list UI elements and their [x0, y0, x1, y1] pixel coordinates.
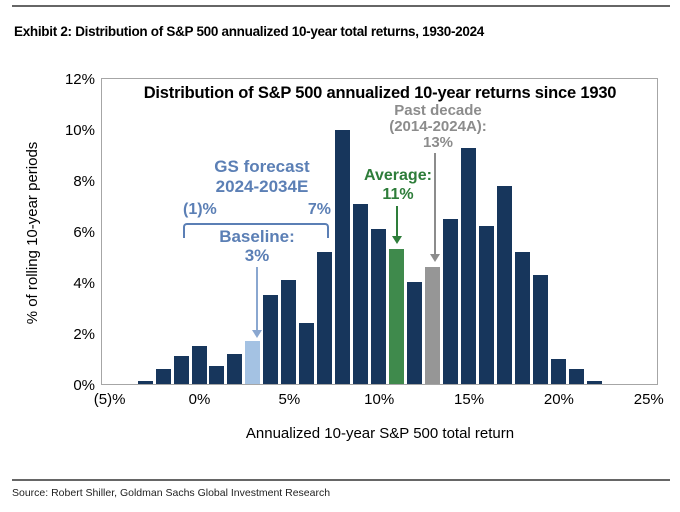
y-tick-4: 4%: [73, 274, 95, 292]
chart-title: Distribution of S&P 500 annualized 10-ye…: [143, 84, 617, 102]
past-decade-line1: Past decade: [394, 102, 482, 119]
bar-19pct: [532, 274, 548, 384]
forecast-range-bracket: [183, 223, 329, 238]
y-tick-10: 10%: [64, 122, 95, 140]
y-tick-0: 0%: [73, 376, 95, 394]
exhibit-title: Exhibit 2: Distribution of S&P 500 annua…: [14, 24, 485, 39]
plot-area: [101, 78, 658, 385]
bar--2pct: [155, 368, 171, 384]
x-tick-0: 0%: [188, 391, 211, 408]
past-decade-annotation: Past decade (2014-2024A): 13%: [368, 103, 508, 151]
past-decade-arrow-head-icon: [430, 254, 440, 262]
past-decade-arrow-line: [434, 153, 436, 254]
average-arrow-line: [396, 206, 398, 236]
bar-18pct: [514, 251, 530, 384]
bar-8pct: [335, 129, 351, 384]
bar-16pct: [479, 226, 495, 384]
y-tick-2: 2%: [73, 325, 95, 343]
y-tick-8: 8%: [73, 173, 95, 191]
gs-forecast-annotation: GS forecast 2024-2034E: [172, 157, 352, 197]
bar--3pct: [137, 381, 153, 384]
gs-forecast-line1: GS forecast: [214, 157, 310, 176]
past-decade-line2: (2014-2024A):: [389, 118, 487, 135]
bar-1pct: [209, 366, 225, 384]
x-tick-10: 10%: [364, 391, 395, 408]
bar-15pct: [461, 147, 477, 384]
bar-21pct: [568, 368, 584, 384]
baseline-arrow-head-icon: [252, 330, 262, 338]
past-decade-line3: 13%: [422, 134, 454, 151]
baseline-label: Baseline:: [219, 227, 295, 246]
source-line: Source: Robert Shiller, Goldman Sachs Gl…: [12, 487, 331, 499]
x-tick-5: 5%: [278, 391, 301, 408]
bar-20pct: [550, 358, 566, 384]
bar-9pct: [353, 203, 369, 384]
bar-17pct: [496, 185, 512, 384]
bar--1pct: [173, 356, 189, 384]
bar-0pct: [191, 345, 207, 384]
gs-forecast-range: (1)% 7%: [183, 201, 331, 221]
x-tick-15: 15%: [454, 391, 485, 408]
y-tick-6: 6%: [73, 223, 95, 241]
average-arrow-head-icon: [392, 236, 402, 244]
bar-12pct: [407, 282, 423, 384]
y-tick-12: 12%: [64, 71, 95, 89]
bottom-rule: [12, 479, 670, 481]
bar-22pct: [586, 381, 602, 384]
bar-5pct: [281, 279, 297, 384]
bar-10pct: [371, 228, 387, 384]
bar-3pct: [245, 340, 261, 384]
x-tick--5: (5)%: [93, 391, 126, 408]
bar-7pct: [317, 251, 333, 384]
bar-11pct: [389, 249, 405, 384]
bar-4pct: [263, 295, 279, 384]
x-axis-title: Annualized 10-year S&P 500 total return: [245, 425, 515, 442]
gs-forecast-line2: 2024-2034E: [215, 177, 309, 196]
bar-13pct: [425, 267, 441, 384]
forecast-range-high: 7%: [307, 201, 331, 218]
average-annotation: Average: 11%: [338, 166, 458, 204]
forecast-range-low: (1)%: [183, 201, 217, 218]
baseline-annotation: Baseline: 3%: [183, 227, 331, 265]
x-tick-20: 20%: [543, 391, 574, 408]
average-value: 11%: [382, 186, 414, 203]
bar-2pct: [227, 353, 243, 384]
bar-6pct: [299, 323, 315, 384]
x-tick-25: 25%: [633, 391, 664, 408]
baseline-value: 3%: [244, 246, 270, 265]
bar-14pct: [443, 218, 459, 384]
top-rule: [12, 5, 670, 7]
average-label: Average:: [364, 167, 432, 184]
baseline-arrow-line: [256, 267, 258, 330]
